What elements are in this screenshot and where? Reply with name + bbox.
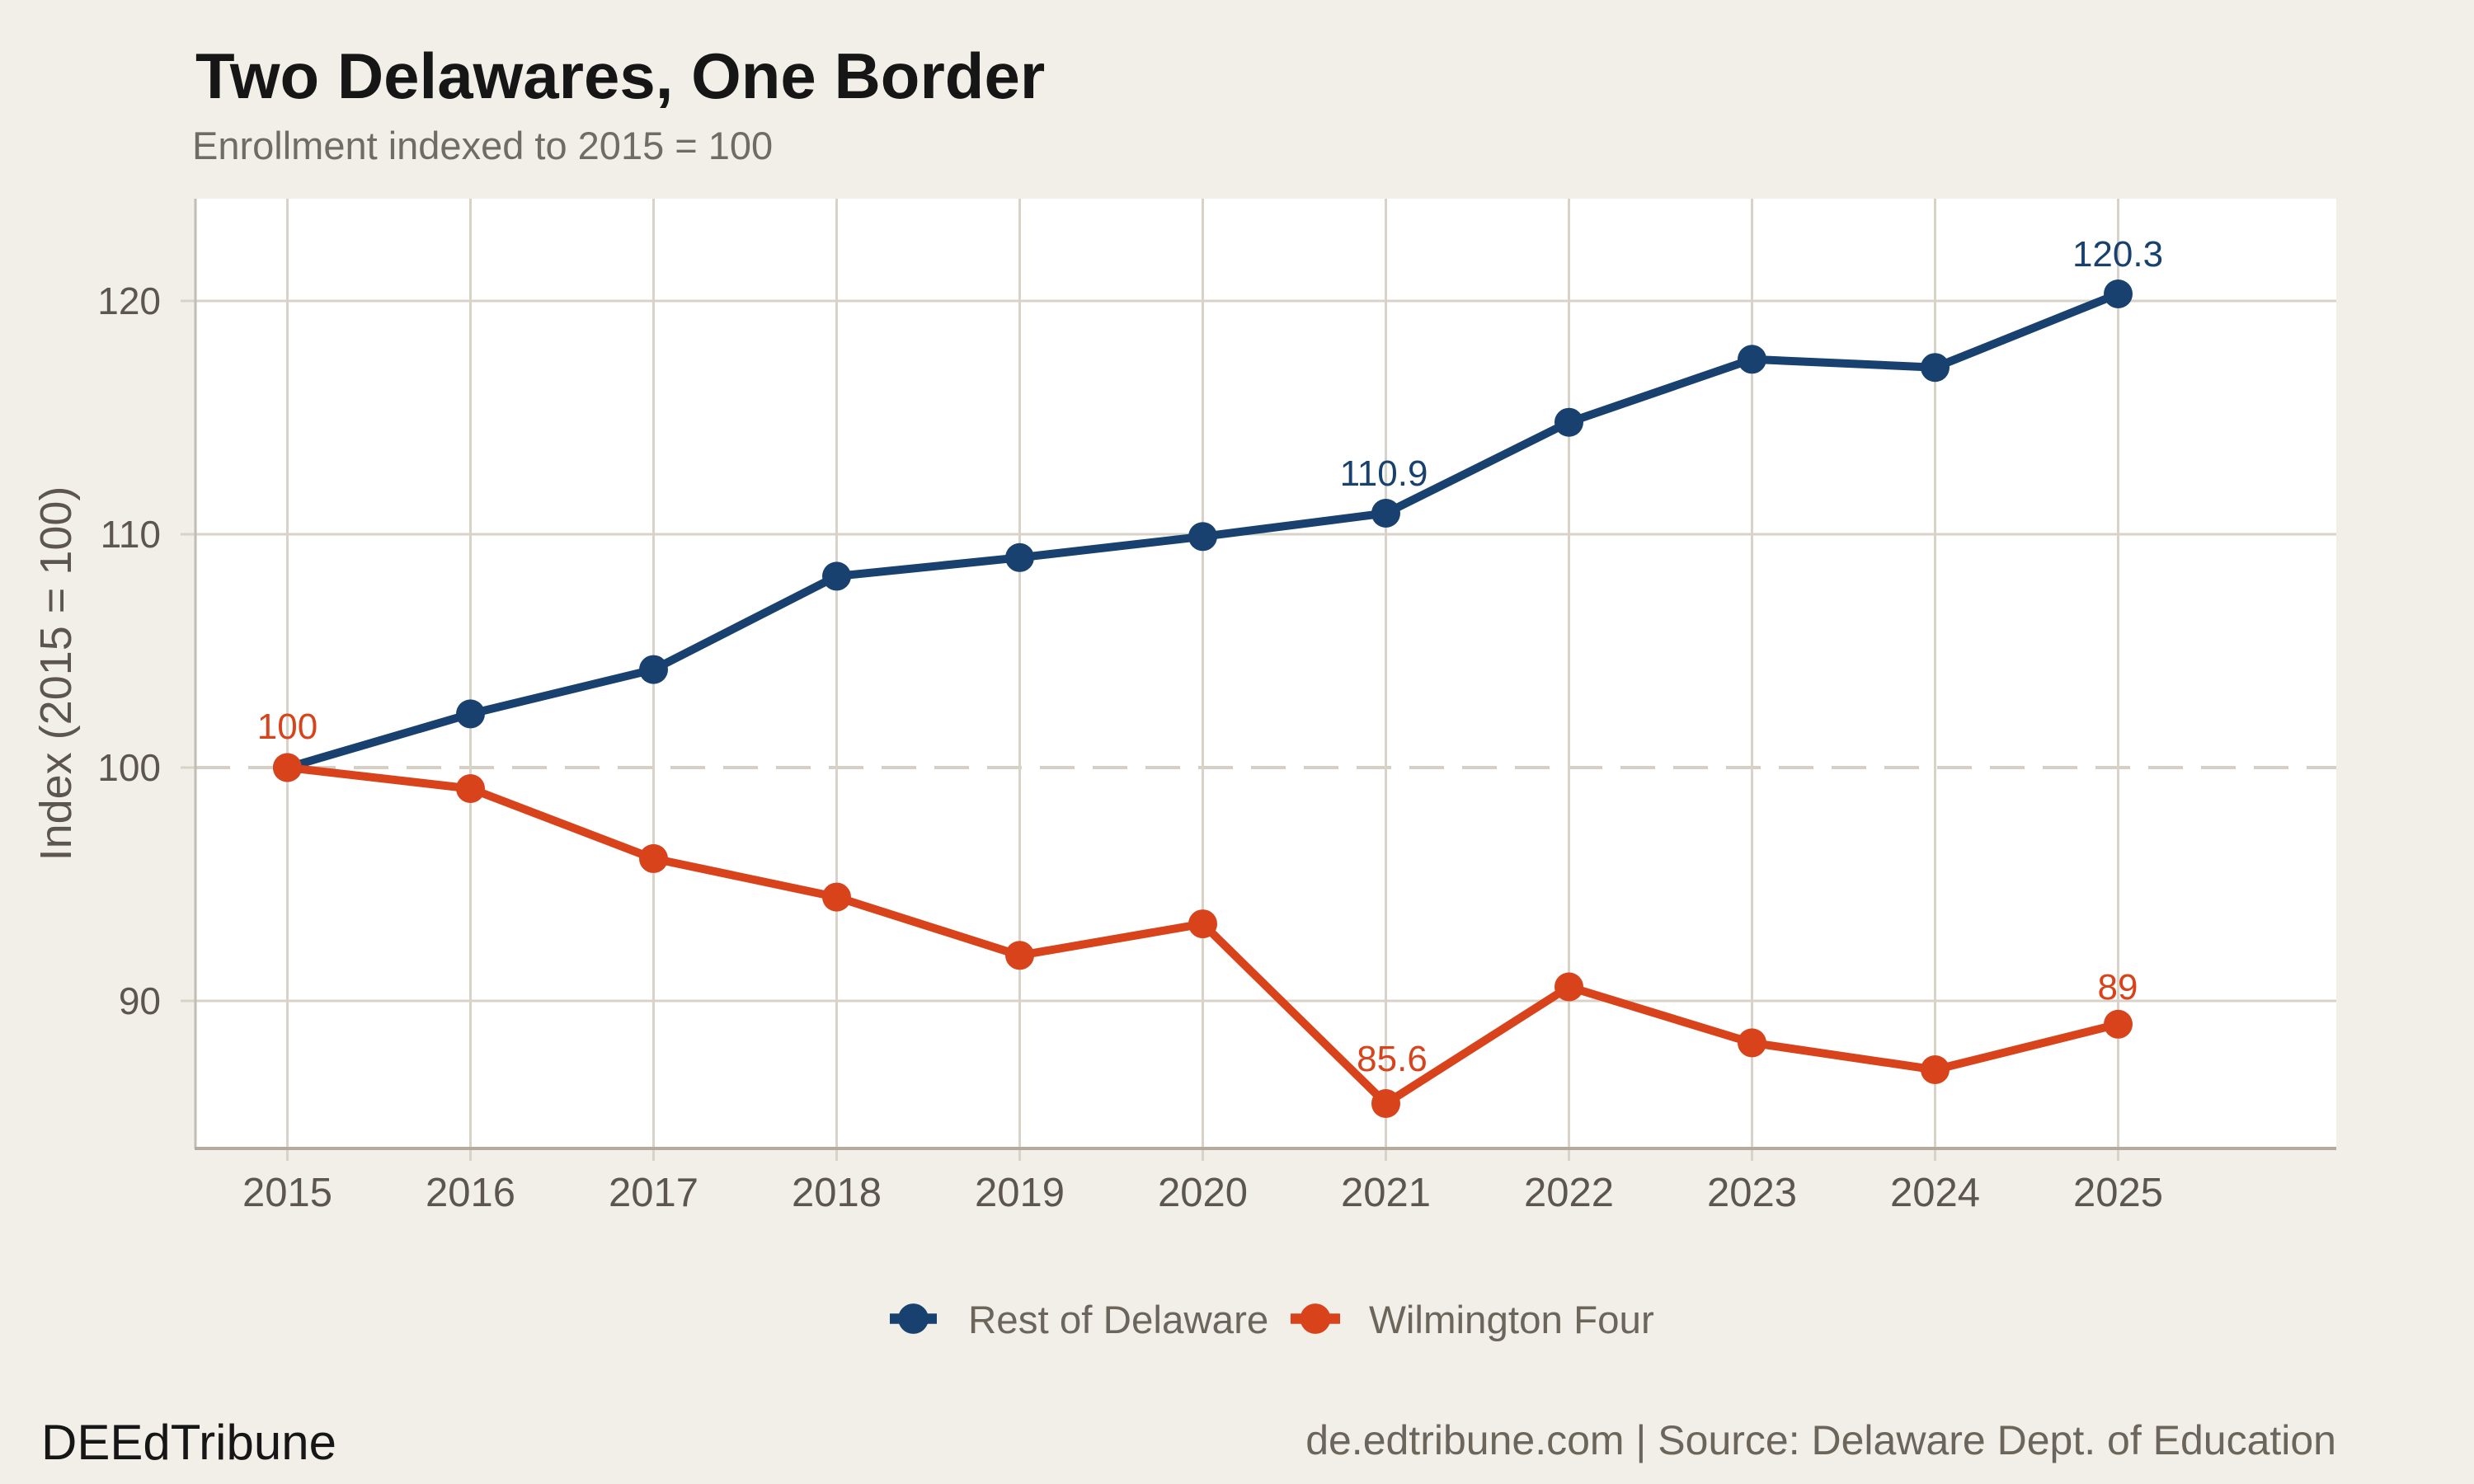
svg-text:110.9: 110.9	[1340, 453, 1428, 494]
svg-text:90: 90	[119, 979, 161, 1022]
svg-text:2023: 2023	[1707, 1171, 1797, 1215]
svg-text:2018: 2018	[792, 1171, 882, 1215]
svg-text:2024: 2024	[1890, 1171, 1980, 1215]
svg-text:100: 100	[97, 746, 161, 789]
svg-text:Rest of Delaware: Rest of Delaware	[968, 1298, 1268, 1342]
svg-text:2017: 2017	[609, 1171, 698, 1215]
svg-text:2016: 2016	[426, 1171, 515, 1215]
svg-text:DEEdTribune: DEEdTribune	[41, 1415, 336, 1470]
svg-text:2019: 2019	[975, 1171, 1065, 1215]
svg-text:2015: 2015	[242, 1171, 332, 1215]
svg-text:2025: 2025	[2073, 1171, 2163, 1215]
svg-text:120.3: 120.3	[2072, 234, 2163, 275]
svg-text:89: 89	[2098, 967, 2138, 1007]
svg-text:110: 110	[101, 513, 161, 556]
svg-text:85.6: 85.6	[1357, 1039, 1427, 1079]
svg-text:Wilmington Four: Wilmington Four	[1369, 1298, 1654, 1342]
svg-text:2020: 2020	[1158, 1171, 1248, 1215]
svg-text:2021: 2021	[1341, 1171, 1431, 1215]
svg-text:Enrollment indexed to 2015 = 1: Enrollment indexed to 2015 = 100	[192, 124, 773, 167]
svg-text:Two Delawares, One Border: Two Delawares, One Border	[195, 40, 1045, 112]
svg-text:de.edtribune.com | Source: Del: de.edtribune.com | Source: Delaware Dept…	[1305, 1417, 2336, 1463]
svg-text:2022: 2022	[1524, 1171, 1614, 1215]
svg-text:120: 120	[97, 279, 161, 322]
svg-text:Index (2015 = 100): Index (2015 = 100)	[31, 486, 81, 862]
svg-text:100: 100	[257, 707, 317, 747]
